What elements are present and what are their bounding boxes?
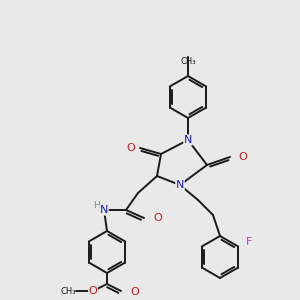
Text: O: O: [153, 213, 162, 223]
Text: N: N: [184, 135, 192, 145]
Text: F: F: [246, 237, 252, 247]
Text: N: N: [176, 180, 184, 190]
Text: O: O: [88, 286, 98, 296]
Text: N: N: [100, 205, 108, 215]
Text: CH₃: CH₃: [180, 57, 196, 66]
Text: O: O: [127, 143, 135, 153]
Text: O: O: [130, 287, 139, 297]
Text: O: O: [238, 152, 247, 162]
Text: H: H: [93, 202, 99, 211]
Text: CH₃: CH₃: [61, 286, 76, 296]
